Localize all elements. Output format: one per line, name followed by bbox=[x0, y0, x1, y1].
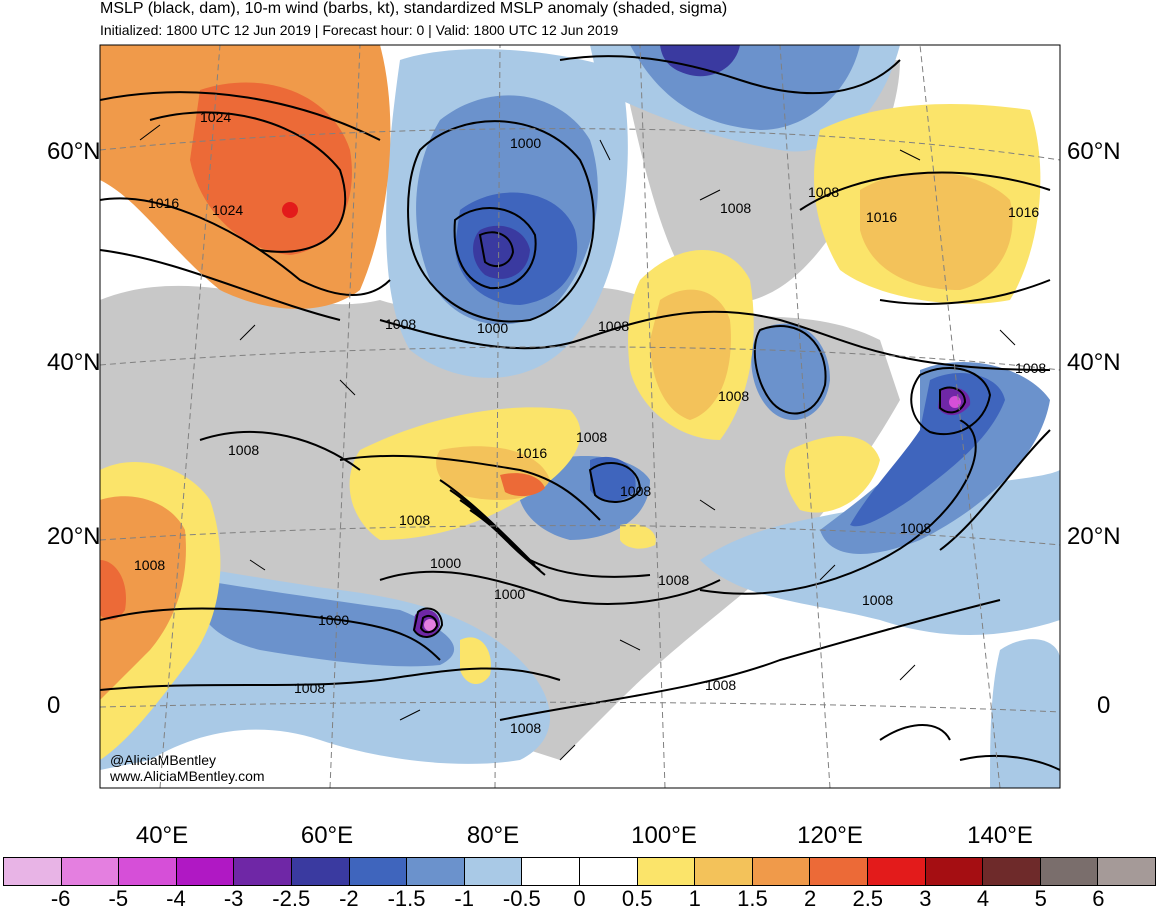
colorbar-label: -2 bbox=[339, 886, 359, 911]
colorbar-label: -2.5 bbox=[272, 886, 311, 911]
isobar-label: 1016 bbox=[1008, 204, 1039, 220]
colorbar bbox=[3, 857, 1156, 886]
isobar-label: 1008 bbox=[1015, 360, 1046, 376]
map-title: MSLP (black, dam), 10-m wind (barbs, kt)… bbox=[100, 0, 728, 17]
lat-label-left: 60°N bbox=[47, 138, 101, 165]
colorbar-swatch bbox=[464, 858, 523, 885]
colorbar-swatch bbox=[349, 858, 408, 885]
lat-label-right: 0 bbox=[1097, 692, 1111, 719]
colorbar-label: 1 bbox=[688, 886, 701, 911]
isobar-label: 1008 bbox=[718, 388, 749, 404]
colorbar-label: 6 bbox=[1092, 886, 1105, 911]
colorbar-swatch bbox=[867, 858, 926, 885]
isobar-label: 1008 bbox=[658, 572, 689, 588]
lon-label: 40°E bbox=[135, 822, 189, 849]
isobar-label: 1000 bbox=[318, 612, 349, 628]
colorbar-swatch bbox=[234, 858, 292, 885]
colorbar-swatch bbox=[1098, 858, 1155, 885]
isobar-label: 1024 bbox=[200, 109, 231, 125]
colorbar-label: -3 bbox=[223, 886, 244, 911]
isobar-label: 1008 bbox=[705, 677, 736, 693]
colorbar-swatch bbox=[176, 858, 235, 885]
isobar-label: 1000 bbox=[477, 320, 508, 336]
isobar-label: 1016 bbox=[148, 195, 179, 211]
anomaly-shading bbox=[100, 45, 1060, 788]
wind-barbs bbox=[139, 124, 1016, 761]
colorbar-label: 1.5 bbox=[737, 886, 768, 911]
credit-handle: @AliciaMBentley bbox=[110, 752, 217, 768]
colorbar-swatch bbox=[810, 858, 868, 885]
lon-label: 120°E bbox=[797, 822, 863, 849]
colorbar-label: -6 bbox=[50, 886, 71, 911]
colorbar-label: 3 bbox=[919, 886, 932, 911]
colorbar-swatch bbox=[522, 858, 580, 885]
colorbar-label: -1 bbox=[454, 886, 474, 911]
lat-label-left: 40°N bbox=[47, 349, 101, 376]
isobar-labels: 1024 1016 1024 1000 1008 1008 1016 1008 … bbox=[134, 109, 1046, 736]
colorbar-swatch bbox=[925, 858, 984, 885]
colorbar-swatch bbox=[1040, 858, 1099, 885]
isobar-label: 1008 bbox=[900, 520, 931, 536]
isobar-label: 1008 bbox=[510, 720, 541, 736]
lon-label: 140°E bbox=[967, 822, 1033, 849]
isobar-label: 1024 bbox=[212, 202, 243, 218]
isobar-label: 1008 bbox=[808, 184, 839, 200]
isobar-label: 1000 bbox=[494, 586, 525, 602]
colorbar-swatch bbox=[637, 858, 696, 885]
lon-label: 80°E bbox=[466, 822, 520, 849]
colorbar-label: 0.5 bbox=[621, 886, 653, 911]
colorbar-swatch bbox=[983, 858, 1041, 885]
colorbar-label: -4 bbox=[166, 886, 186, 911]
colorbar-swatch bbox=[61, 858, 120, 885]
colorbar-swatch bbox=[4, 858, 62, 885]
isobar-label: 1008 bbox=[720, 200, 751, 216]
credit-url[interactable]: www.AliciaMBentley.com bbox=[110, 768, 265, 784]
lat-label-right: 20°N bbox=[1067, 523, 1121, 550]
isobar-label: 1008 bbox=[862, 592, 893, 608]
isobar-contours bbox=[100, 55, 1060, 771]
lat-label-right: 40°N bbox=[1067, 349, 1121, 376]
map-frame bbox=[99, 44, 1061, 789]
graticule bbox=[100, 45, 1060, 788]
colorbar-swatch bbox=[407, 858, 465, 885]
colorbar-swatch bbox=[291, 858, 350, 885]
lon-label: 100°E bbox=[631, 822, 697, 849]
colorbar-label: 5 bbox=[1034, 886, 1047, 911]
isobar-label: 1008 bbox=[228, 442, 259, 458]
isobar-label: 1008 bbox=[399, 512, 430, 528]
isobar-label: 1008 bbox=[294, 680, 325, 696]
colorbar-swatch bbox=[119, 858, 177, 885]
lat-label-right: 60°N bbox=[1067, 138, 1121, 165]
colorbar-label: 2 bbox=[803, 886, 817, 911]
colorbar-label: -1.5 bbox=[387, 886, 426, 911]
colorbar-label: -5 bbox=[108, 886, 129, 911]
colorbar-label: -0.5 bbox=[502, 886, 541, 911]
lon-label: 60°E bbox=[300, 822, 354, 849]
lat-label-left: 0 bbox=[47, 692, 61, 719]
isobar-label: 1016 bbox=[516, 445, 547, 461]
isobar-label: 1000 bbox=[430, 555, 461, 571]
isobar-label: 1008 bbox=[576, 429, 607, 445]
isobar-label: 1008 bbox=[385, 316, 416, 332]
isobar-label: 1016 bbox=[866, 209, 897, 225]
isobar-label: 1008 bbox=[598, 318, 629, 334]
colorbar-swatch bbox=[579, 858, 638, 885]
colorbar-swatch bbox=[752, 858, 811, 885]
isobar-label: 1000 bbox=[510, 135, 541, 151]
map-subtitle: Initialized: 1800 UTC 12 Jun 2019 | Fore… bbox=[100, 22, 619, 38]
colorbar-label: 4 bbox=[976, 886, 990, 911]
isobar-label: 1008 bbox=[620, 483, 651, 499]
colorbar-label: 2.5 bbox=[852, 886, 884, 911]
colorbar-label: 0 bbox=[573, 886, 586, 911]
lat-label-left: 20°N bbox=[47, 523, 101, 550]
isobar-label: 1008 bbox=[134, 557, 165, 573]
colorbar-swatch bbox=[695, 858, 753, 885]
